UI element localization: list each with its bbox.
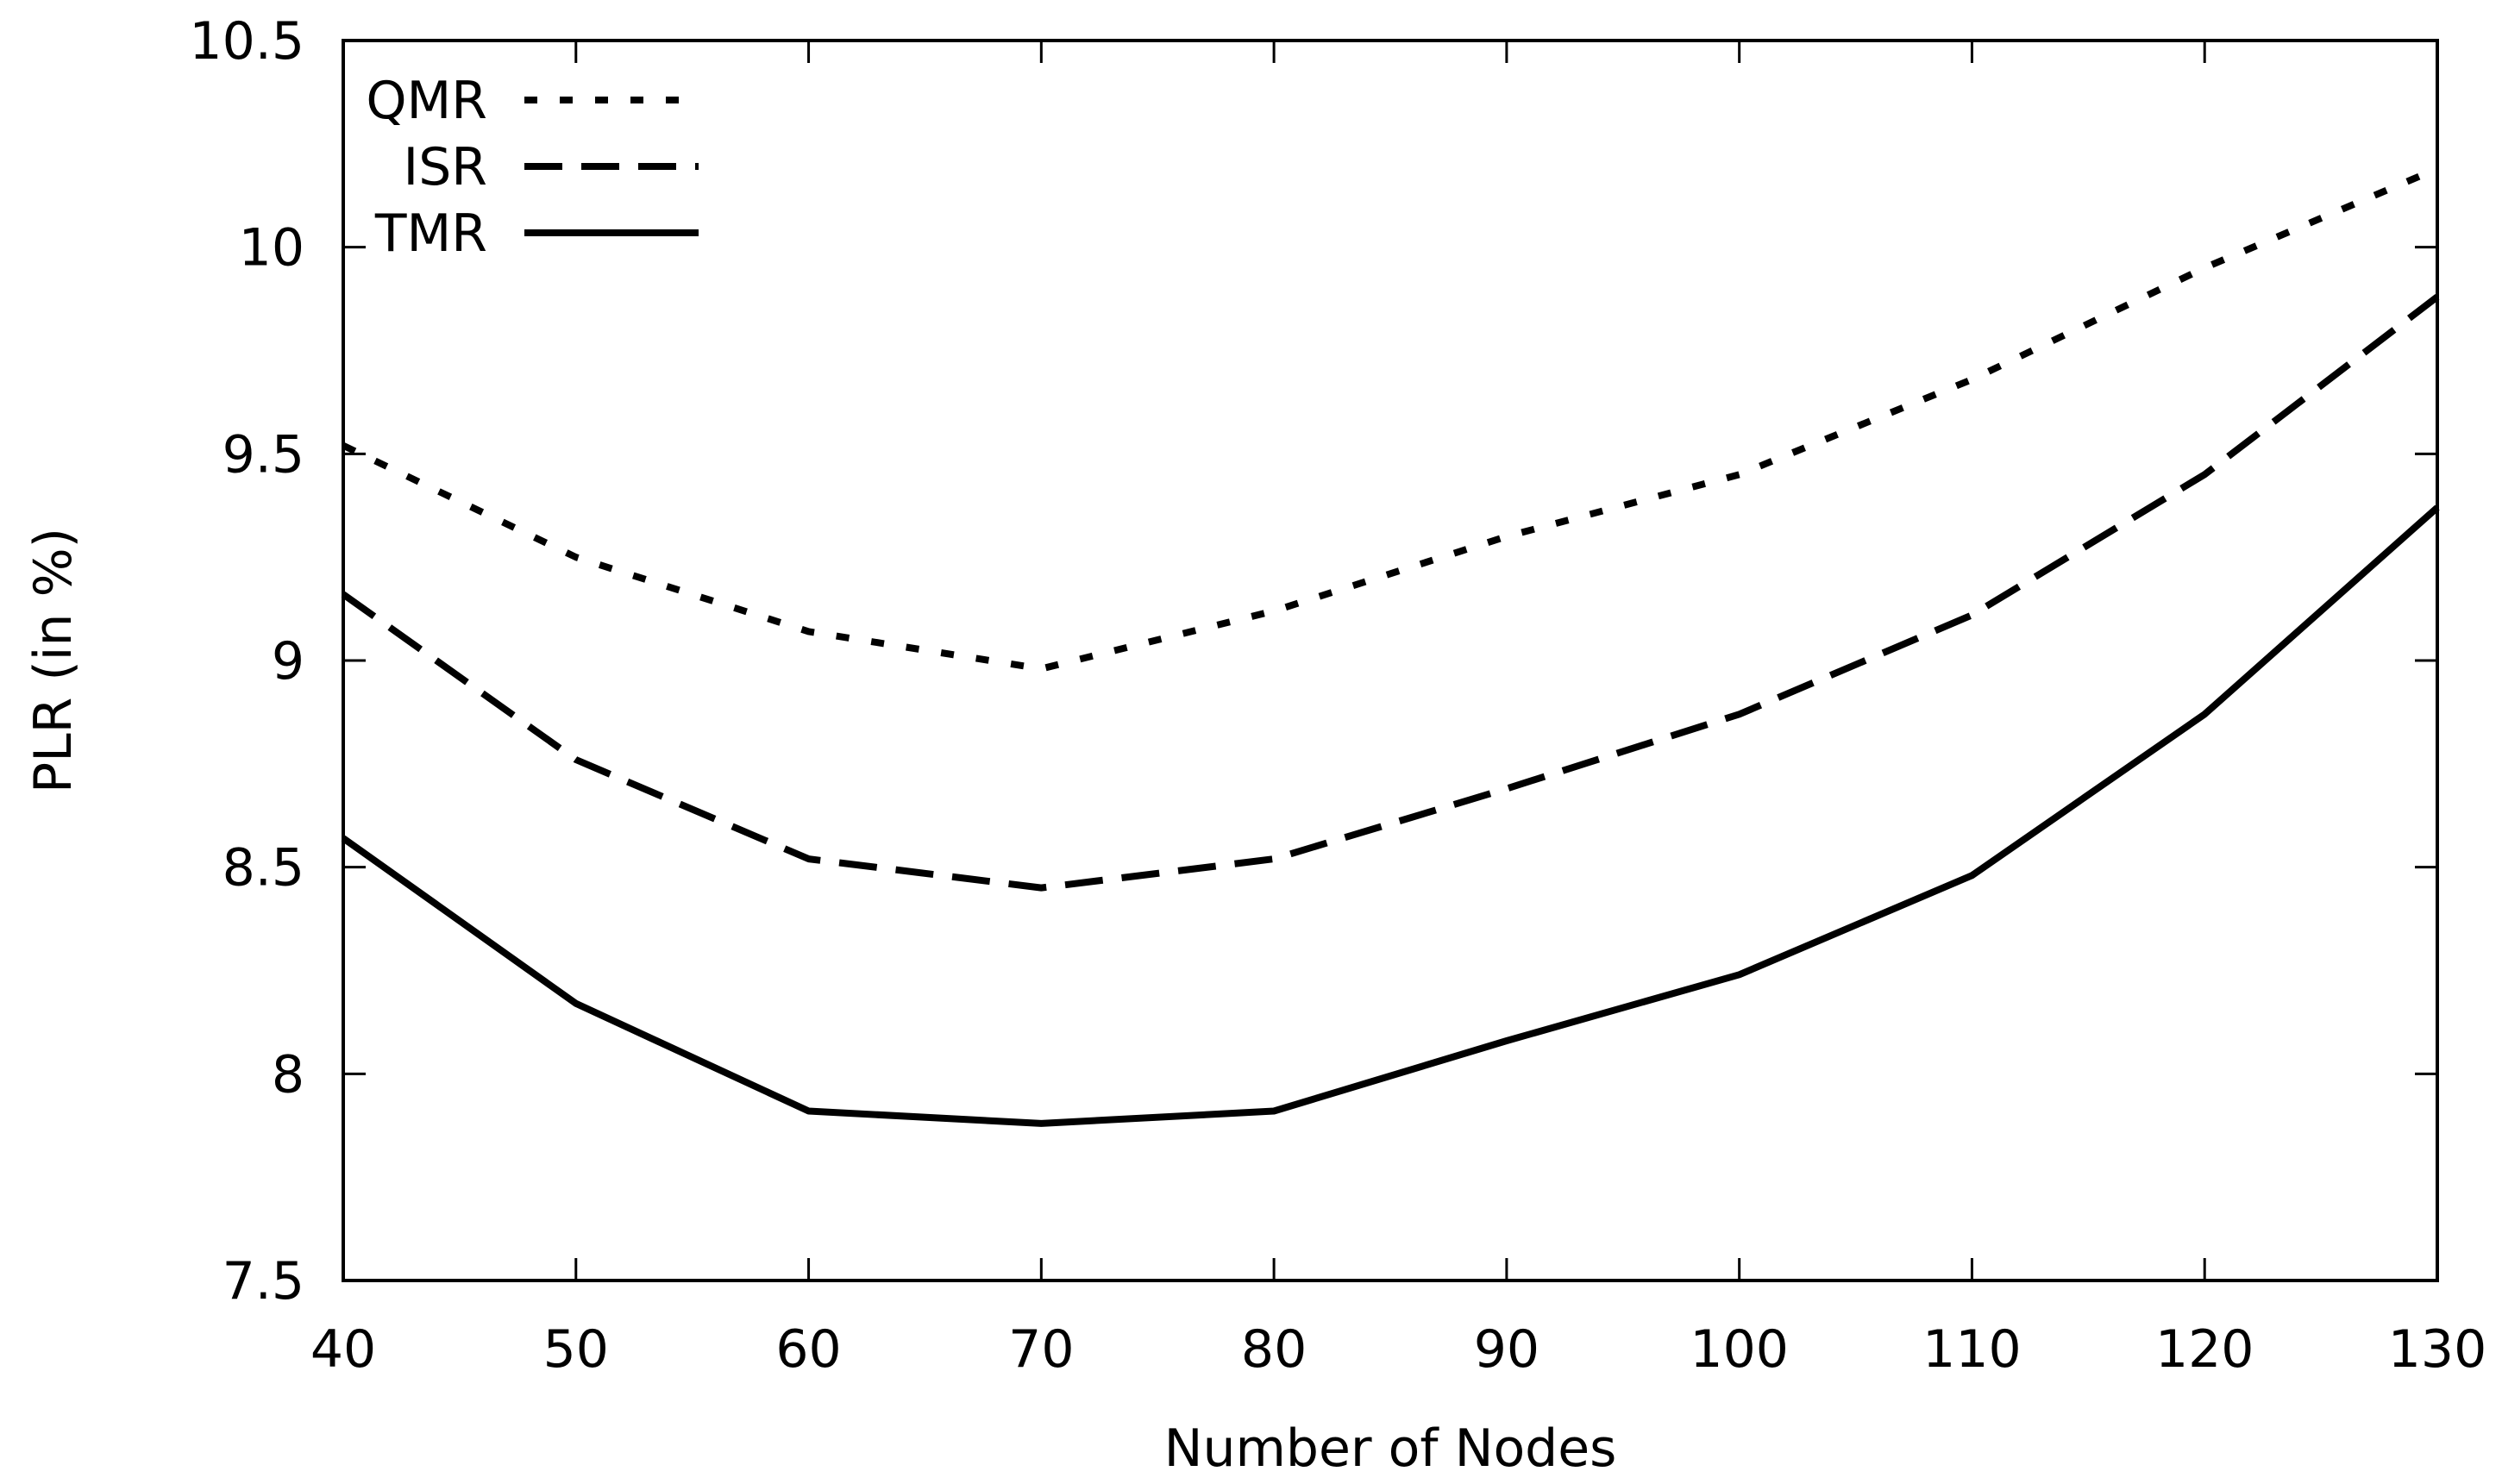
y-tick-label: 8 (272, 1044, 304, 1105)
series-line-qmr (342, 165, 2439, 673)
x-tick-label: 70 (1008, 1319, 1074, 1380)
x-tick-label: 130 (2388, 1319, 2487, 1380)
legend-label-tmr: TMR (374, 204, 487, 264)
y-tick-label: 10.5 (189, 11, 304, 72)
legend-label-qmr: QMR (366, 71, 487, 131)
x-tick-label: 50 (543, 1319, 609, 1380)
series-lines (341, 165, 2440, 1127)
x-tick-label: 110 (1922, 1319, 2022, 1380)
y-tick-label: 9.5 (223, 424, 304, 485)
y-axis-title: PLR (in %) (23, 528, 84, 793)
y-tick-label: 7.5 (223, 1251, 304, 1312)
series-line-tmr (341, 504, 2440, 1127)
plot-frame (342, 39, 2439, 1282)
x-tick-label: 90 (1474, 1319, 1539, 1380)
x-axis-title: Number of Nodes (1164, 1418, 1617, 1479)
x-tick-label: 40 (310, 1319, 376, 1380)
y-tick-label: 10 (239, 218, 304, 279)
x-tick-label: 60 (775, 1319, 841, 1380)
y-tick-labels: 7.5 8 8.5 9 9.5 10 10.5 (189, 11, 304, 1312)
y-tick-label: 8.5 (223, 838, 304, 899)
x-tick-label: 100 (1690, 1319, 1789, 1380)
x-tick-label: 80 (1241, 1319, 1307, 1380)
legend-label-isr: ISR (404, 137, 487, 197)
x-tick-label: 120 (2155, 1319, 2254, 1380)
y-tick-label: 9 (272, 631, 304, 692)
x-tick-labels: 40 50 60 70 80 90 100 110 120 130 (310, 1319, 2486, 1380)
axis-ticks (342, 39, 2439, 1282)
series-line-isr (341, 294, 2440, 892)
